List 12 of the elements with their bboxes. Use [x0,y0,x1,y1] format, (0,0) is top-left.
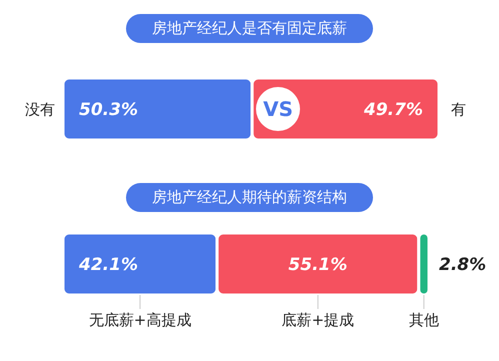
data-label: 49.7% [363,100,423,120]
data-label: 50.3% [79,100,138,120]
series-label: 其他 [408,311,439,329]
series-label: 底薪+提成 [282,311,354,329]
data-label: 42.1% [78,254,138,275]
series-label: 有 [451,100,466,118]
data-label: 55.1% [288,254,348,275]
chart-title: 房地产经纪人期待的薪资结构 [126,183,373,212]
data-label: 2.8% [439,254,486,275]
series-label: 没有 [25,100,55,118]
series-label: 无底薪+高提成 [88,311,192,329]
chart-title: 房地产经纪人是否有固定底薪 [126,14,373,43]
